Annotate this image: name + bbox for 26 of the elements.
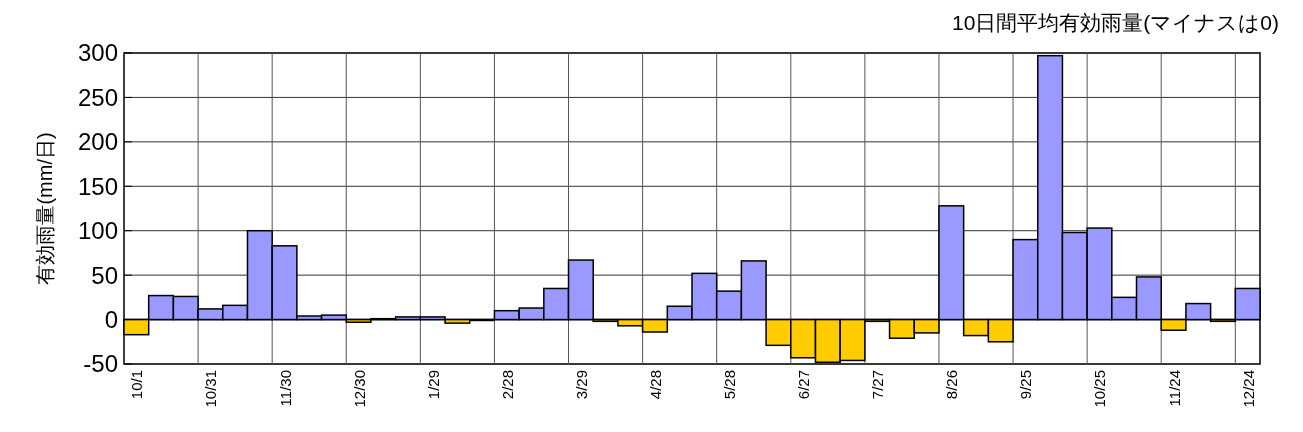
x-tick-label: 4/28 xyxy=(646,370,664,400)
x-tick-label: 12/30 xyxy=(350,370,368,408)
x-tick-label: 11/24 xyxy=(1165,370,1183,407)
x-tick-label: 1/29 xyxy=(424,370,442,400)
y-tick-label: 150 xyxy=(77,172,118,200)
y-tick-label: 300 xyxy=(77,39,118,67)
y-tick-label: 200 xyxy=(77,128,118,156)
x-tick-label: 8/26 xyxy=(943,370,961,400)
y-tick-label: -50 xyxy=(83,350,118,378)
y-tick-label: 0 xyxy=(104,305,118,333)
x-tick-label: 7/27 xyxy=(869,370,887,400)
chart-title: 10日間平均有効雨量(マイナスは0) xyxy=(951,11,1279,34)
x-tick-label: 2/28 xyxy=(498,370,516,400)
x-tick-label: 12/24 xyxy=(1239,370,1257,408)
y-tick-label: 100 xyxy=(77,217,118,245)
y-axis-title: 有効雨量(mm/日) xyxy=(34,132,56,285)
x-tick-label: 5/28 xyxy=(721,370,739,400)
x-tick-label: 11/30 xyxy=(276,370,294,407)
x-tick-label: 10/31 xyxy=(202,370,220,408)
x-tick-label: 10/25 xyxy=(1091,370,1109,408)
x-tick-label: 6/27 xyxy=(795,370,813,400)
x-tick-label: 3/29 xyxy=(572,370,590,400)
x-tick-label: 9/25 xyxy=(1017,370,1035,400)
y-tick-label: 50 xyxy=(91,261,118,289)
y-tick-label: 250 xyxy=(77,83,118,111)
x-tick-label: 10/1 xyxy=(128,370,146,400)
